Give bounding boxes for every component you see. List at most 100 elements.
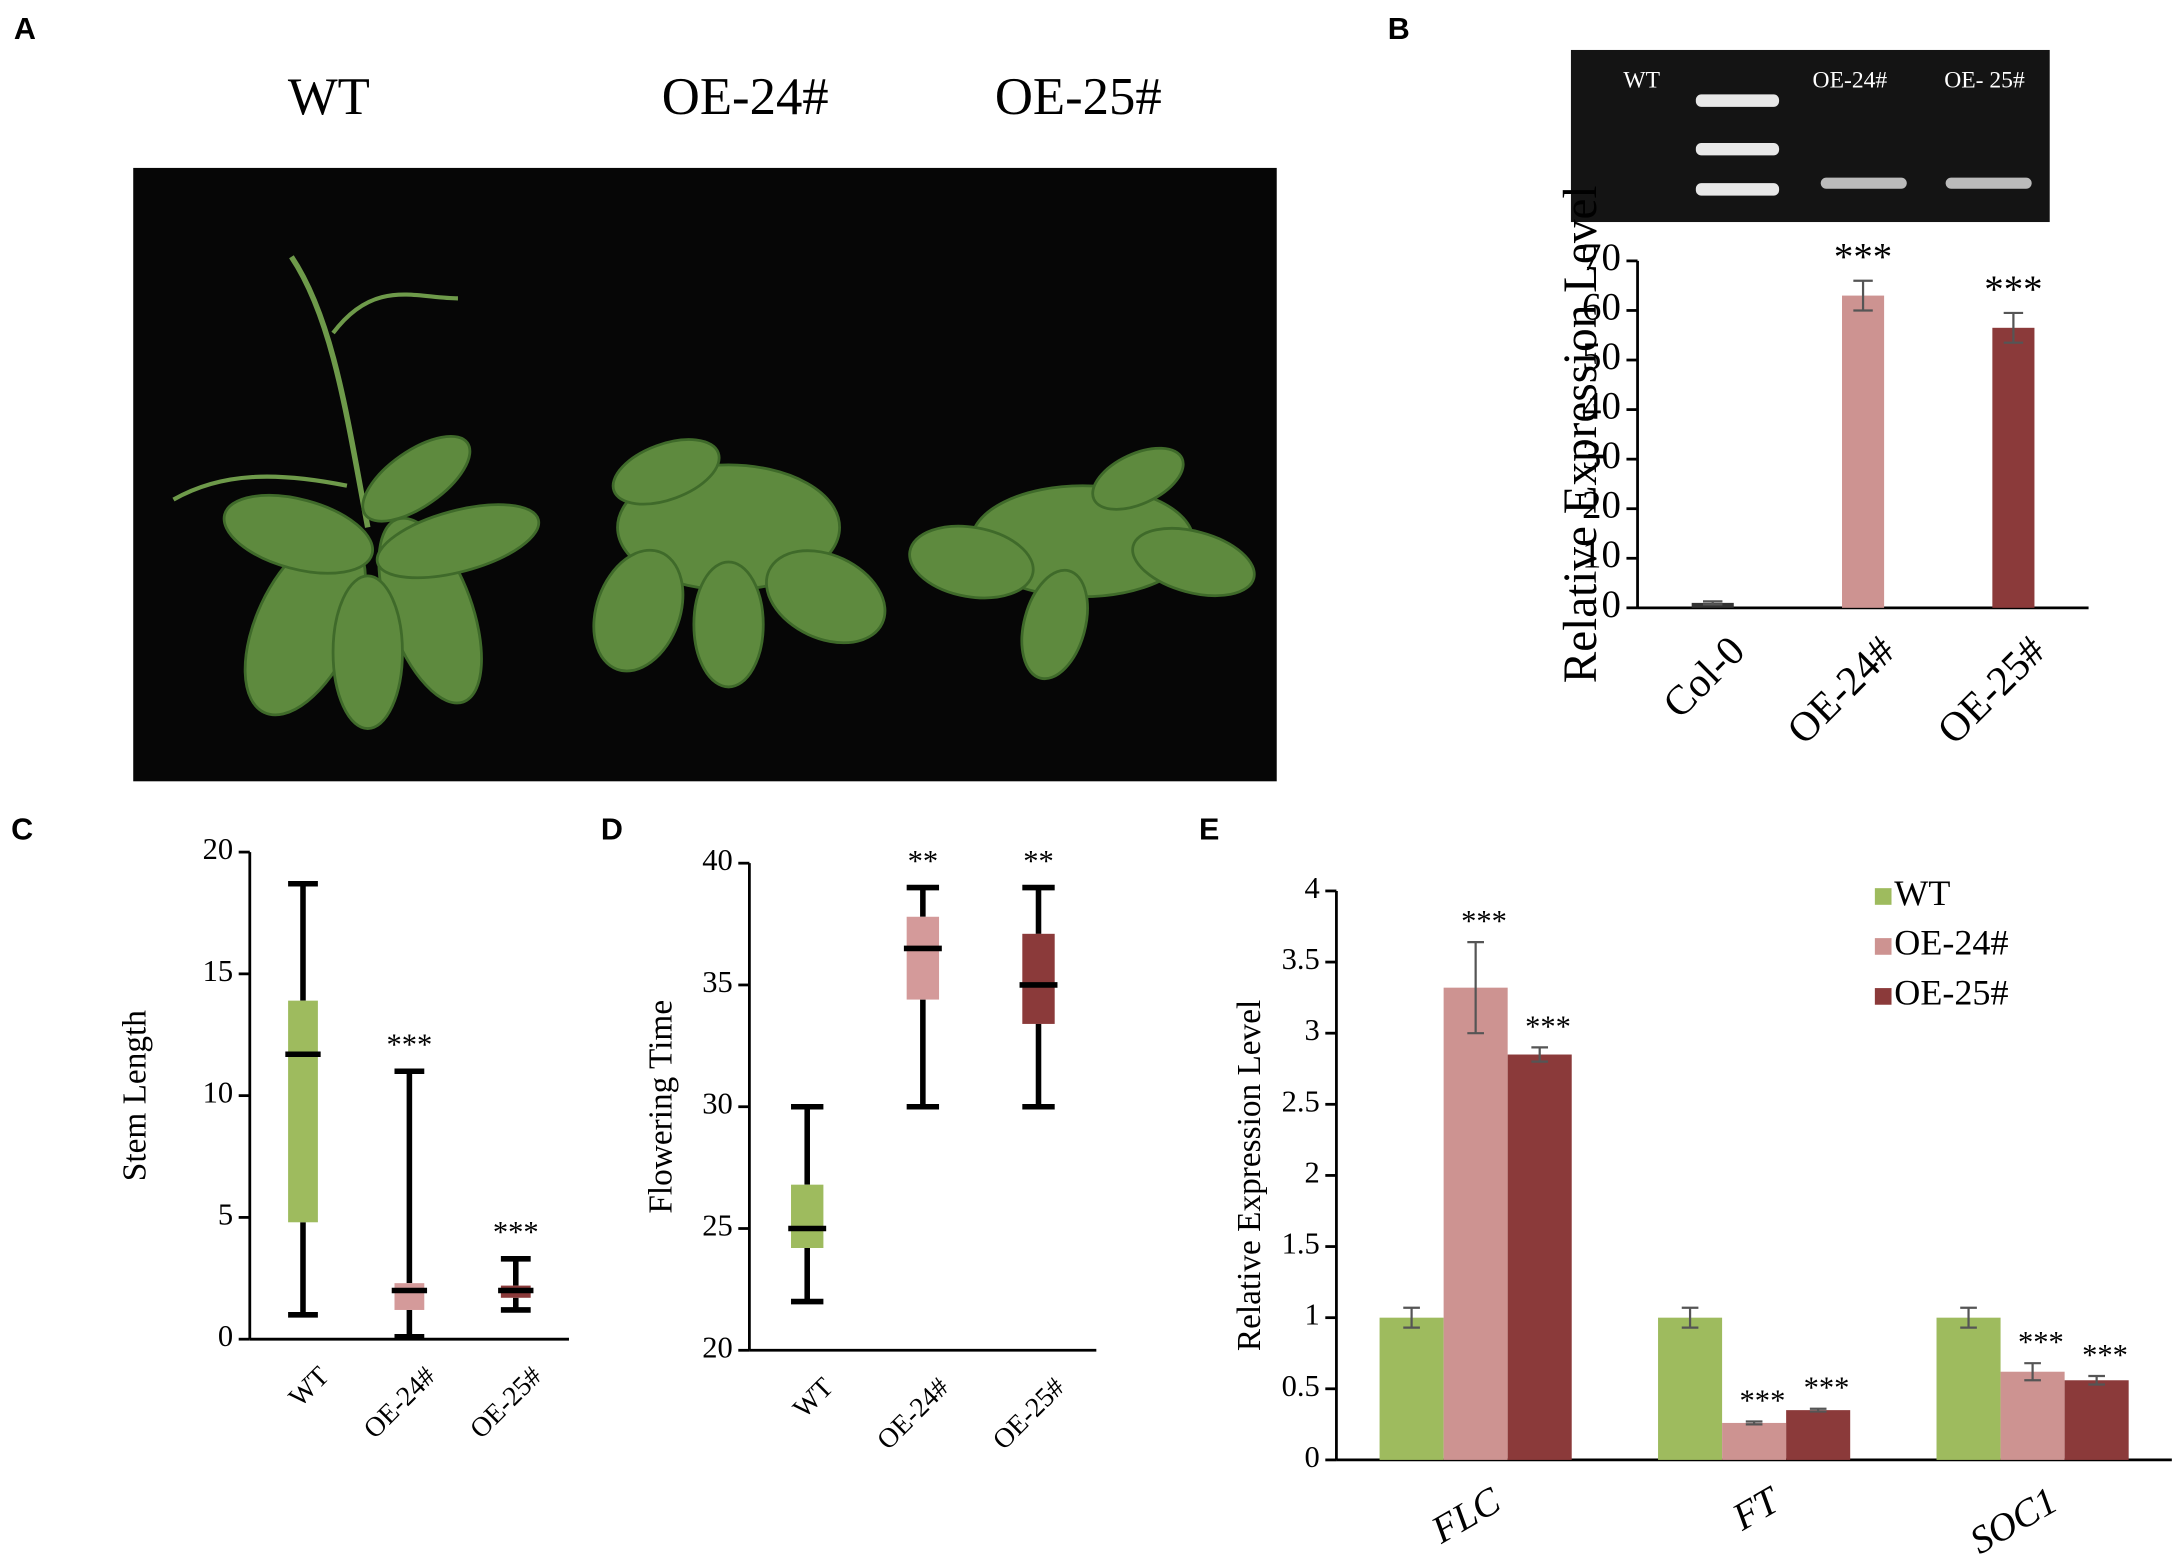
bar bbox=[2064, 1380, 2129, 1460]
significance: *** bbox=[493, 1215, 539, 1249]
gel-bands bbox=[1695, 94, 2032, 196]
significance: *** bbox=[1740, 1383, 1786, 1417]
y-tick-label: 0.5 bbox=[1282, 1369, 1320, 1403]
x-tick-label: WT bbox=[283, 1361, 335, 1413]
error-bar bbox=[1745, 1420, 1763, 1426]
bar bbox=[1992, 327, 2035, 608]
y-tick-label: 0 bbox=[218, 1319, 233, 1353]
photo-label: WT bbox=[288, 68, 370, 126]
error-bar bbox=[1681, 1306, 1699, 1329]
y-tick-label: 15 bbox=[203, 954, 234, 988]
significance: *** bbox=[1461, 904, 1507, 938]
error-bar bbox=[1403, 1306, 1420, 1329]
gel-image bbox=[1570, 49, 2050, 223]
panel-letter: C bbox=[11, 813, 33, 847]
error-bar bbox=[1809, 1407, 1827, 1413]
panel-letter: B bbox=[1388, 12, 1410, 46]
y-tick-label: 2.5 bbox=[1282, 1084, 1320, 1118]
significance: *** bbox=[2082, 1338, 2128, 1372]
gel-label: OE-24# bbox=[1813, 67, 1888, 93]
y-tick-label: 30 bbox=[1582, 434, 1621, 477]
y-tick-label: 5 bbox=[218, 1197, 233, 1231]
error-bar bbox=[1467, 941, 1484, 1035]
y-tick-label: 25 bbox=[702, 1209, 733, 1243]
plants bbox=[172, 255, 1256, 730]
y-tick-label: 40 bbox=[702, 843, 733, 877]
y-tick-label: 35 bbox=[702, 965, 733, 999]
y-axis-label: Relative Expression Level bbox=[1555, 185, 1607, 683]
y-tick-label: 4 bbox=[1304, 871, 1319, 905]
bar bbox=[1936, 1317, 2001, 1460]
error-bar bbox=[1703, 600, 1723, 606]
panel-letter: D bbox=[601, 813, 623, 847]
legend-label: OE-24# bbox=[1894, 923, 2008, 963]
y-tick-label: 20 bbox=[203, 832, 234, 866]
x-tick-label: OE-24# bbox=[358, 1361, 442, 1445]
y-tick-label: 30 bbox=[702, 1087, 733, 1121]
panel-letter: E bbox=[1199, 813, 1219, 847]
y-tick-label: 60 bbox=[1582, 285, 1621, 328]
y-tick-label: 0 bbox=[1601, 583, 1620, 626]
legend-label: WT bbox=[1894, 873, 1950, 913]
x-tick-label: OE-25# bbox=[987, 1372, 1071, 1456]
x-tick-label: FLC bbox=[1424, 1478, 1509, 1552]
legend-swatch bbox=[1874, 888, 1892, 905]
panel-letter: A bbox=[14, 12, 36, 46]
box bbox=[906, 916, 940, 1000]
x-tick-label: OE-25# bbox=[464, 1361, 548, 1445]
y-tick-label: 70 bbox=[1582, 236, 1621, 279]
significance: *** bbox=[1525, 1009, 1571, 1043]
significance: *** bbox=[386, 1028, 432, 1062]
y-tick-label: 40 bbox=[1582, 385, 1621, 428]
bar bbox=[1722, 1422, 1787, 1460]
error-bar bbox=[1960, 1306, 1977, 1329]
error-bar bbox=[2024, 1362, 2041, 1382]
bar bbox=[1443, 987, 1508, 1460]
error-bar bbox=[1853, 279, 1873, 312]
x-tick-label: FT bbox=[1724, 1478, 1788, 1540]
y-tick-label: 20 bbox=[1582, 484, 1621, 527]
x-tick-label: WT bbox=[787, 1372, 839, 1424]
box bbox=[791, 1184, 824, 1248]
y-axis-label: Stem Length bbox=[117, 1010, 154, 1181]
photo-panel: WT OE-24# OE-25# bbox=[133, 68, 1277, 782]
y-tick-label: 10 bbox=[1582, 533, 1621, 576]
bar bbox=[1379, 1317, 1444, 1460]
box bbox=[288, 1000, 318, 1223]
y-tick-label: 2 bbox=[1304, 1155, 1319, 1189]
legend-label: OE-25# bbox=[1894, 973, 2008, 1013]
x-tick-label: OE-25# bbox=[1929, 628, 2055, 754]
legend-swatch bbox=[1874, 938, 1892, 955]
y-tick-label: 20 bbox=[702, 1330, 733, 1364]
significance: ** bbox=[908, 844, 939, 878]
significance: *** bbox=[1984, 268, 2042, 311]
bar bbox=[1842, 295, 1885, 608]
photo-label: OE-25# bbox=[995, 68, 1162, 126]
box bbox=[394, 1283, 425, 1310]
y-axis-label: Flowering Time bbox=[643, 1000, 680, 1214]
significance: ** bbox=[1023, 844, 1054, 878]
y-tick-label: 10 bbox=[203, 1076, 234, 1110]
x-tick-label: OE-24# bbox=[1779, 628, 1905, 754]
gel-label: WT bbox=[1623, 67, 1660, 93]
significance: *** bbox=[2018, 1325, 2064, 1359]
x-tick-label: Col-0 bbox=[1654, 628, 1754, 728]
y-tick-label: 3.5 bbox=[1282, 942, 1320, 976]
photo-label: OE-24# bbox=[662, 68, 829, 126]
bar bbox=[1658, 1317, 1723, 1460]
y-tick-label: 50 bbox=[1582, 335, 1621, 378]
legend-swatch bbox=[1874, 988, 1892, 1005]
y-tick-label: 3 bbox=[1304, 1013, 1319, 1047]
bar bbox=[1507, 1054, 1572, 1460]
gel: WT OE-24# OE- 25# bbox=[1570, 49, 2050, 223]
error-bar bbox=[2003, 311, 2024, 344]
error-bar bbox=[2088, 1374, 2105, 1386]
significance: *** bbox=[1804, 1371, 1850, 1405]
y-tick-label: 1 bbox=[1304, 1298, 1319, 1332]
y-axis-label: Relative Expression Level bbox=[1231, 1000, 1268, 1351]
box bbox=[1022, 933, 1055, 1024]
x-tick-label: SOC1 bbox=[1963, 1479, 2065, 1563]
bar bbox=[2000, 1371, 2065, 1460]
y-tick-label: 0 bbox=[1304, 1440, 1319, 1474]
